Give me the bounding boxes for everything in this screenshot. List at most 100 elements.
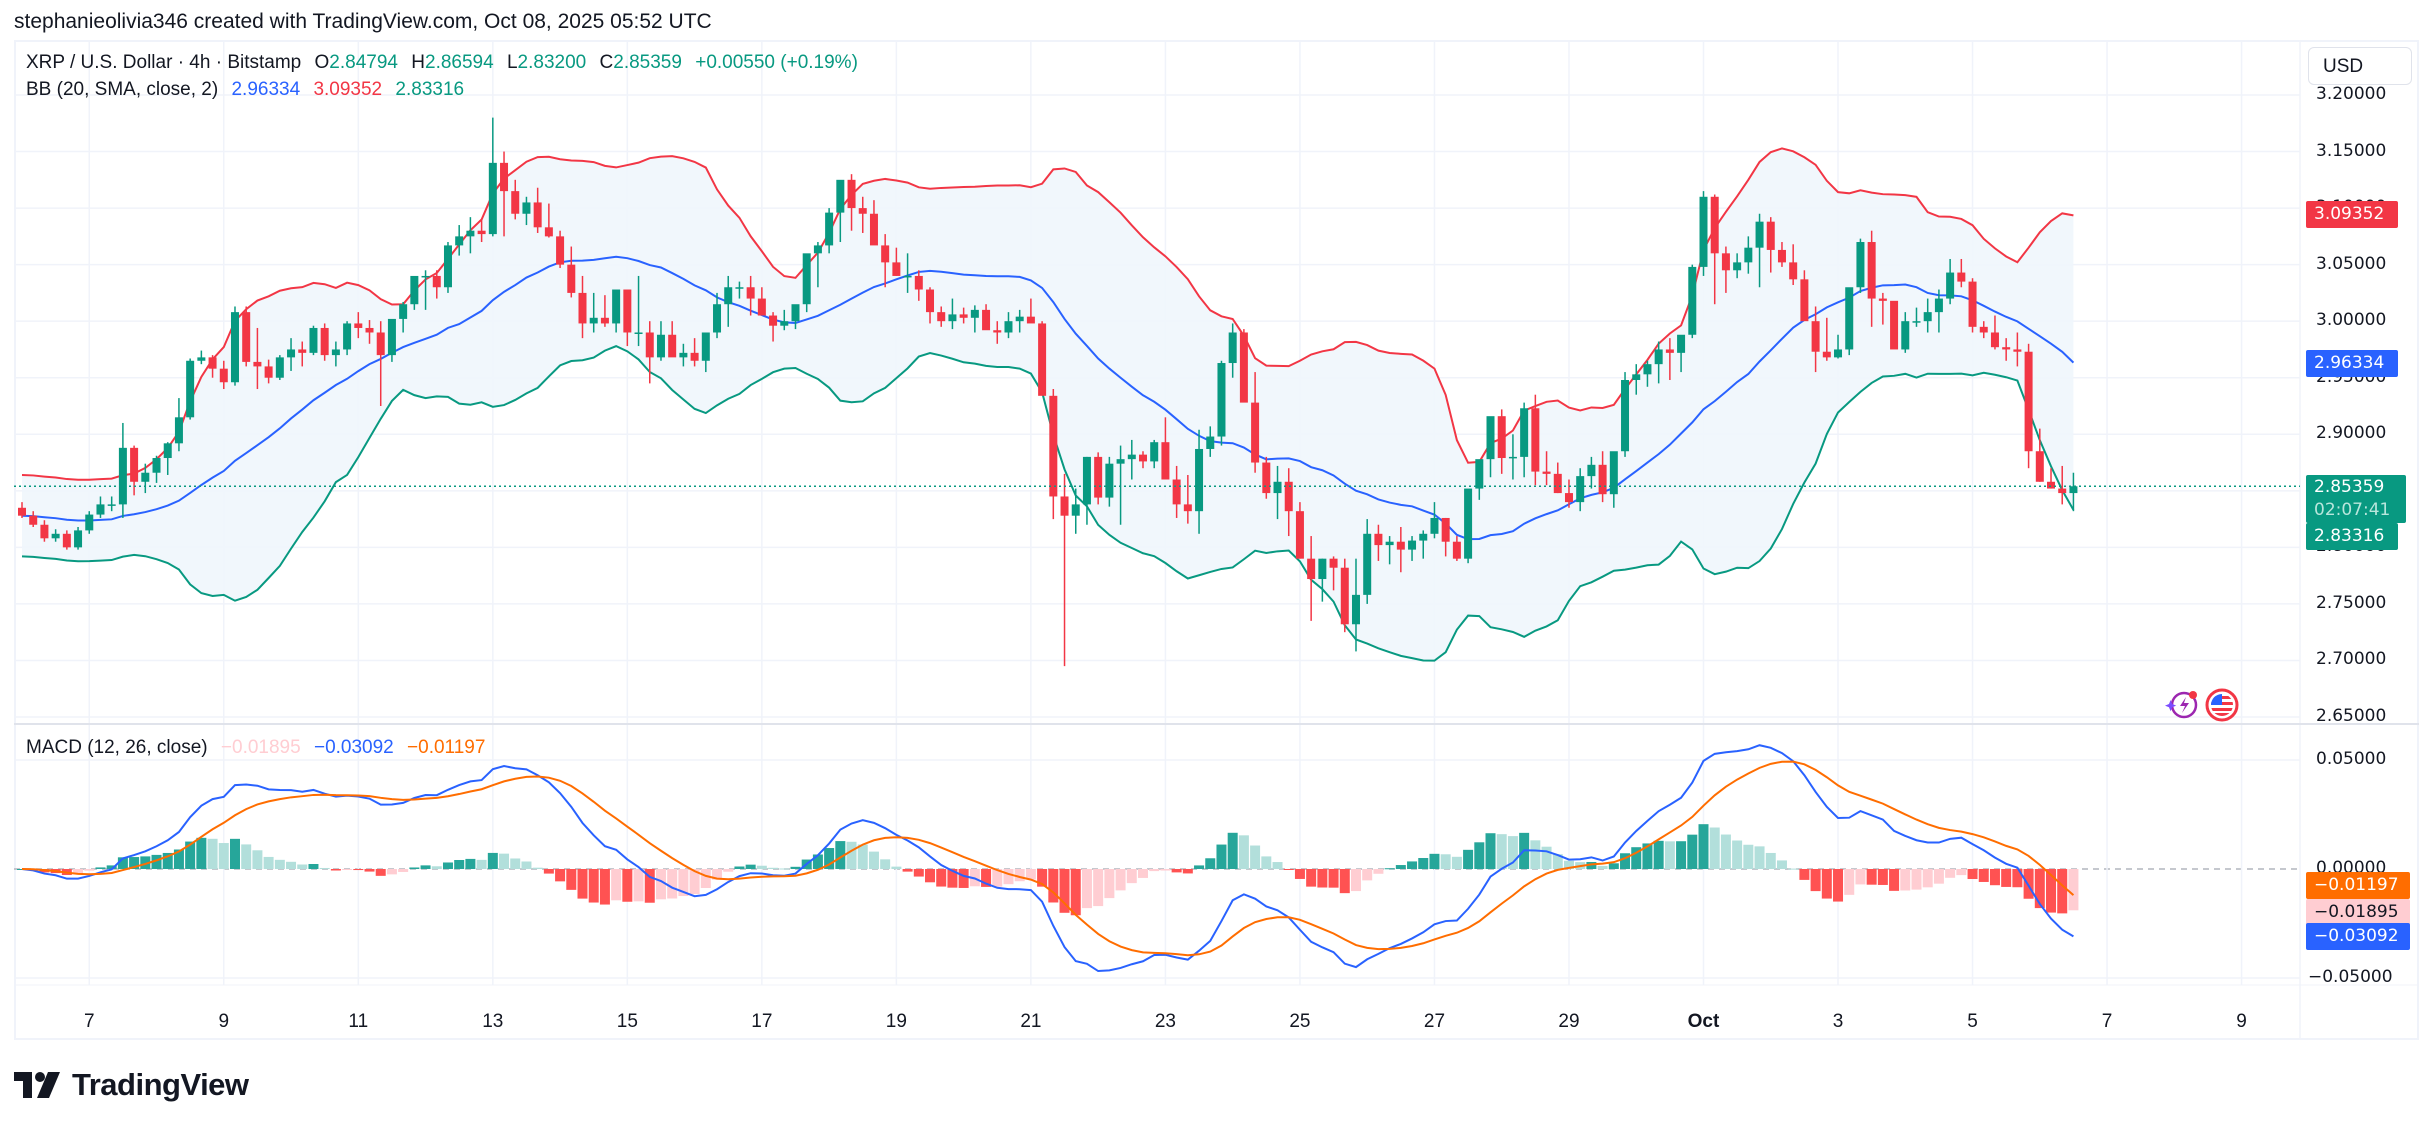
candle [410, 275, 419, 310]
candle [29, 511, 38, 528]
macd-histogram-bar [1227, 832, 1238, 869]
candle [298, 341, 307, 367]
candle [780, 309, 789, 331]
candle-body [1901, 321, 1910, 350]
candle-body [85, 514, 94, 531]
candle-body [1475, 459, 1484, 489]
macd-histogram-bar [2057, 869, 2068, 914]
macd-histogram-bar [1642, 843, 1653, 869]
candle [1116, 445, 1125, 525]
macd-histogram-bar [1833, 869, 1844, 902]
macd-histogram-bar [1496, 834, 1507, 869]
candle-body [679, 352, 688, 358]
candle-body [1699, 196, 1708, 267]
candle [1789, 244, 1798, 285]
candle [1340, 558, 1349, 633]
macd-histogram-bar [1507, 836, 1518, 869]
macd-histogram-bar [745, 864, 756, 869]
candle [2069, 472, 2078, 512]
tradingview-logo[interactable]: TradingView [14, 1067, 249, 1102]
candle-body [623, 289, 632, 333]
candle [1172, 465, 1181, 518]
macd-tick-label: 0.05000 [2316, 749, 2387, 769]
candle [858, 196, 867, 233]
candle [1755, 213, 1764, 288]
candle-body [612, 289, 621, 324]
bb-legend[interactable]: BB (20, SMA, close, 2) 2.96334 3.09352 2… [26, 79, 472, 101]
macd-histogram-bar [353, 869, 364, 871]
candle-body [2013, 349, 2022, 352]
macd-histogram-bar [1451, 856, 1462, 869]
candle [1721, 246, 1730, 293]
macd-histogram-bar [1754, 846, 1765, 869]
candle [724, 275, 733, 327]
currency-button[interactable]: USD [2308, 47, 2412, 85]
price-change: +0.00550 (+0.19%) [695, 52, 858, 73]
macd-histogram-bar [420, 865, 431, 869]
candle [578, 275, 587, 339]
candle [645, 321, 654, 384]
candle [1632, 364, 1641, 395]
candle [623, 289, 632, 347]
macd-histogram-bar [1328, 869, 1339, 888]
candle-body [1643, 364, 1652, 375]
macd-histogram-bar [689, 869, 700, 895]
assistant-spark-icon[interactable] [2163, 688, 2201, 727]
candle [1105, 456, 1114, 507]
candle [1329, 556, 1338, 591]
candle [208, 355, 217, 378]
macd-histogram-bar [1429, 853, 1440, 869]
attribution: stephanieolivia346 created with TradingV… [14, 10, 712, 33]
candle [275, 355, 284, 380]
macd-histogram-bar [1238, 835, 1249, 869]
candle [1374, 524, 1383, 561]
macd-legend[interactable]: MACD (12, 26, close) −0.01895 −0.03092 −… [26, 737, 493, 759]
candle-body [1284, 481, 1293, 512]
candle-body [1082, 456, 1091, 505]
candle [343, 321, 352, 356]
macd-histogram-bar [1171, 869, 1182, 873]
last-price-value: 2.85359 [2314, 477, 2385, 497]
candle-body [1262, 462, 1271, 494]
macd-histogram-bar [2034, 869, 2045, 909]
candle [847, 174, 856, 231]
candle-body [1004, 321, 1013, 333]
candle-body [1038, 323, 1047, 396]
candle-body [96, 504, 105, 515]
candle-body [1811, 321, 1820, 352]
candle [1609, 451, 1618, 508]
candle-body [18, 507, 26, 516]
candle-body [1116, 459, 1125, 464]
macd-histogram-bar [1687, 834, 1698, 869]
macd-histogram-bar [1149, 869, 1160, 872]
price-tick-label: 2.65000 [2316, 706, 2387, 726]
signal-line [21, 760, 2075, 957]
macd-histogram-bar [1294, 869, 1305, 879]
symbol-title: XRP / U.S. Dollar · 4h · Bitstamp [26, 52, 302, 73]
time-tick-label: 7 [83, 1011, 95, 1032]
candle [365, 320, 374, 344]
macd-histogram-bar [106, 865, 117, 869]
time-tick-label: 19 [885, 1011, 907, 1032]
us-flag-icon[interactable] [2205, 688, 2239, 727]
candle [1475, 459, 1484, 500]
macd-histogram-bar [1194, 865, 1205, 869]
candle [746, 275, 755, 316]
candle-body [163, 443, 172, 459]
candle-body [1464, 488, 1473, 559]
bb-upper-price-label: 3.09352 [2306, 201, 2398, 228]
candle [2002, 338, 2011, 361]
candle [1878, 292, 1887, 325]
macd-title: MACD (12, 26, close) [26, 737, 208, 758]
candle-body [578, 292, 587, 324]
candle [1217, 360, 1226, 446]
candle [354, 312, 363, 339]
bb-title: BB (20, SMA, close, 2) [26, 79, 219, 100]
candle [1026, 298, 1035, 324]
candle-body [645, 332, 654, 358]
macd-histogram-bar [342, 869, 353, 870]
candle-body [432, 275, 441, 288]
macd-histogram-bar [1339, 869, 1350, 894]
candle [1598, 451, 1607, 503]
